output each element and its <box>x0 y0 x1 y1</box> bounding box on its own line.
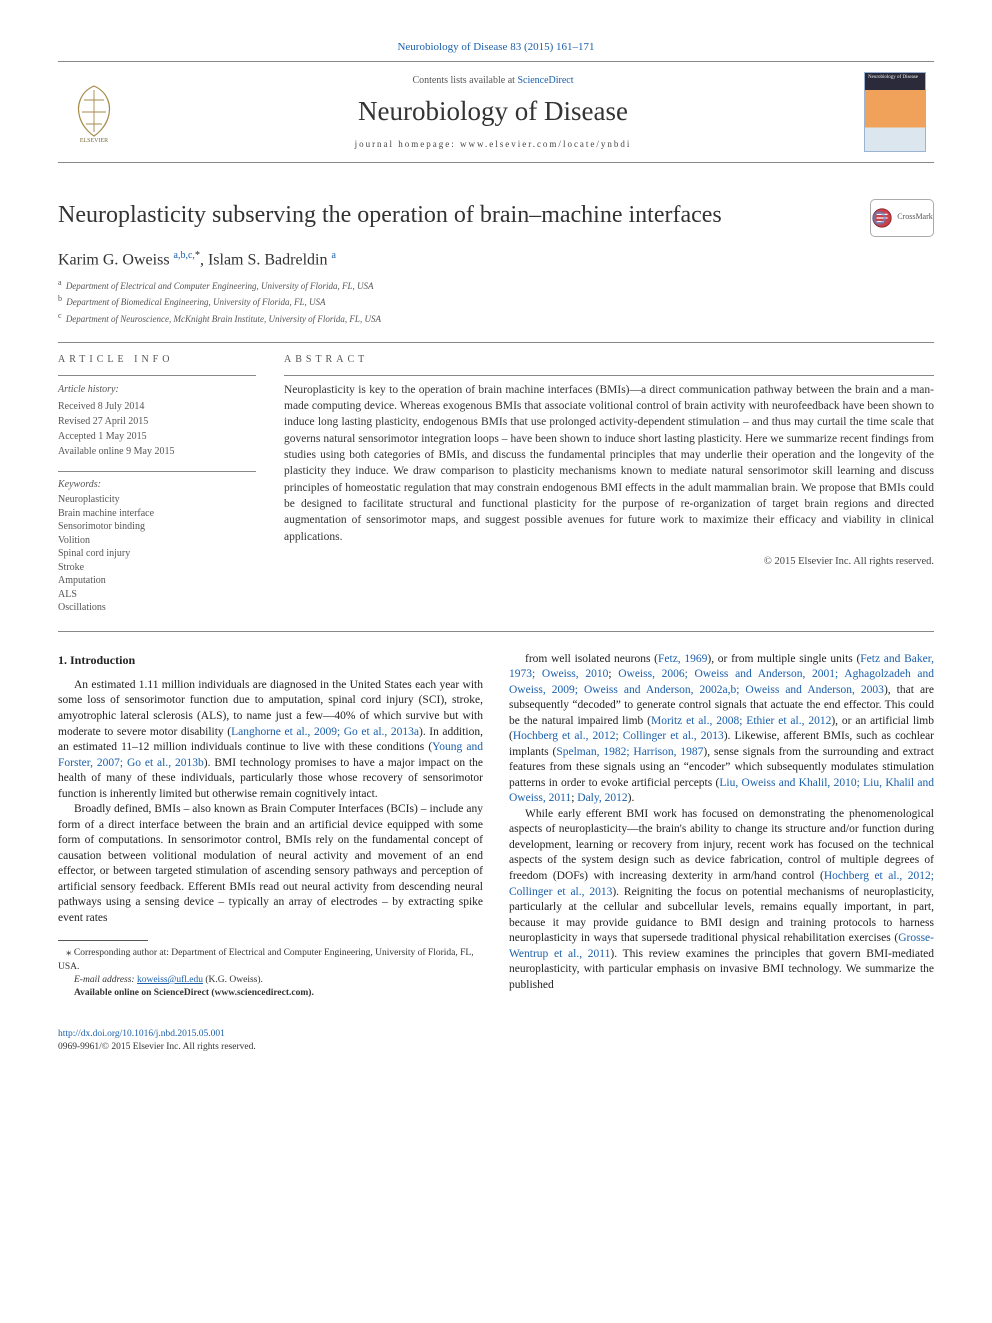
body-paragraph: Broadly defined, BMIs – also known as Br… <box>58 802 483 926</box>
crossmark-badge[interactable]: CrossMark <box>870 199 934 237</box>
journal-ref-link[interactable]: Neurobiology of Disease 83 (2015) 161–17… <box>397 41 594 53</box>
email-label: E-mail address: <box>74 975 137 985</box>
journal-reference[interactable]: Neurobiology of Disease 83 (2015) 161–17… <box>58 40 934 55</box>
journal-cover-thumb[interactable] <box>864 72 926 152</box>
body-paragraph: from well isolated neurons (Fetz, 1969),… <box>509 652 934 807</box>
abstract-text: Neuroplasticity is key to the operation … <box>284 375 934 545</box>
doi-link[interactable]: http://dx.doi.org/10.1016/j.nbd.2015.05.… <box>58 1029 225 1039</box>
citation-link[interactable]: Fetz, 1969 <box>658 653 707 665</box>
sciencedirect-link[interactable]: ScienceDirect <box>517 75 573 86</box>
citation-link[interactable]: Spelman, 1982; Harrison, 1987 <box>556 746 703 758</box>
keyword-item: Brain machine interface <box>58 507 256 521</box>
email-suffix: (K.G. Oweiss). <box>203 975 263 985</box>
divider <box>58 631 934 632</box>
contents-line: Contents lists available at ScienceDirec… <box>136 74 850 88</box>
footnotes: ⁎ Corresponding author at: Department of… <box>58 945 483 1000</box>
journal-homepage[interactable]: journal homepage: www.elsevier.com/locat… <box>136 138 850 150</box>
section-heading-introduction: 1. Introduction <box>58 652 483 668</box>
citation-link[interactable]: Moritz et al., 2008; Ethier et al., 2012 <box>651 715 831 727</box>
issn-copyright: 0969-9961/© 2015 Elsevier Inc. All right… <box>58 1042 256 1052</box>
keyword-item: Neuroplasticity <box>58 493 256 507</box>
citation-link[interactable]: Daly, 2012 <box>577 792 627 804</box>
keyword-item: Oscillations <box>58 601 256 615</box>
page-footer: http://dx.doi.org/10.1016/j.nbd.2015.05.… <box>58 1028 934 1054</box>
body-paragraph: An estimated 1.11 million individuals ar… <box>58 678 483 802</box>
corr-author-note: Corresponding author at: Department of E… <box>58 948 474 971</box>
keyword-item: Spinal cord injury <box>58 547 256 561</box>
keyword-item: Amputation <box>58 574 256 588</box>
author-list: Karim G. Oweiss a,b,c,*, Islam S. Badrel… <box>58 249 934 271</box>
article-history: Article history: Received 8 July 2014Rev… <box>58 375 256 459</box>
email-link[interactable]: koweiss@ufl.edu <box>137 975 203 985</box>
history-item: Revised 27 April 2015 <box>58 414 256 429</box>
divider <box>58 342 934 343</box>
affiliation-line: b Department of Biomedical Engineering, … <box>58 293 934 310</box>
history-item: Available online 9 May 2015 <box>58 444 256 459</box>
crossmark-label: CrossMark <box>897 212 933 223</box>
body-paragraph: While early efferent BMI work has focuse… <box>509 807 934 993</box>
citation-link[interactable]: Hochberg et al., 2012; Collinger et al.,… <box>513 730 724 742</box>
history-item: Received 8 July 2014 <box>58 399 256 414</box>
abstract-copyright: © 2015 Elsevier Inc. All rights reserved… <box>284 555 934 569</box>
footnote-rule <box>58 940 148 941</box>
history-item: Accepted 1 May 2015 <box>58 429 256 444</box>
corr-star: ⁎ <box>66 946 72 958</box>
affiliation-line: a Department of Electrical and Computer … <box>58 277 934 294</box>
article-title: Neuroplasticity subserving the operation… <box>58 199 858 231</box>
abstract-label: abstract <box>284 353 934 367</box>
elsevier-logo[interactable]: ELSEVIER <box>66 80 122 144</box>
keyword-item: Volition <box>58 534 256 548</box>
journal-name: Neurobiology of Disease <box>136 93 850 129</box>
affiliation-line: c Department of Neuroscience, McKnight B… <box>58 310 934 327</box>
article-info-label: article info <box>58 353 256 367</box>
masthead: ELSEVIER Contents lists available at Sci… <box>58 61 934 163</box>
online-availability: Available online on ScienceDirect (www.s… <box>74 988 314 998</box>
keyword-item: Stroke <box>58 561 256 575</box>
keyword-item: Sensorimotor binding <box>58 520 256 534</box>
citation-link[interactable]: Langhorne et al., 2009; Go et al., 2013a <box>231 726 419 738</box>
history-title: Article history: <box>58 382 256 397</box>
keywords-block: Keywords: NeuroplasticityBrain machine i… <box>58 471 256 615</box>
affiliations: a Department of Electrical and Computer … <box>58 277 934 327</box>
contents-prefix: Contents lists available at <box>412 75 517 86</box>
svg-text:ELSEVIER: ELSEVIER <box>80 138 108 144</box>
keyword-item: ALS <box>58 588 256 602</box>
keywords-title: Keywords: <box>58 478 256 492</box>
